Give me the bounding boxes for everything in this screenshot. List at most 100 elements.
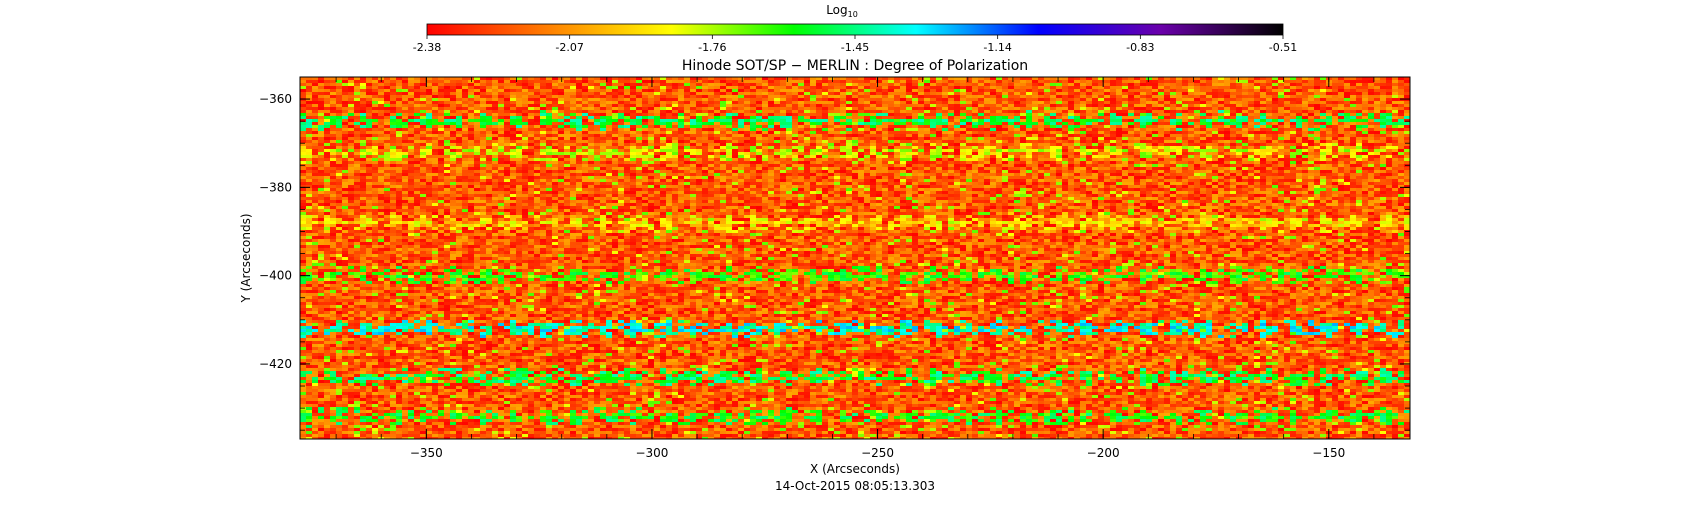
heatmap-cell — [444, 125, 451, 129]
heatmap-cell — [1344, 125, 1351, 129]
heatmap-cell — [1176, 80, 1183, 84]
heatmap-cell — [1014, 101, 1021, 105]
heatmap-cell — [996, 113, 1003, 117]
heatmap-cell — [882, 101, 889, 105]
heatmap-cell — [1188, 125, 1195, 129]
heatmap-cell — [1170, 92, 1177, 96]
heatmap-cell — [450, 140, 457, 144]
heatmap-cell — [330, 134, 337, 138]
heatmap-cell — [1344, 122, 1351, 126]
heatmap-cell — [1152, 125, 1159, 129]
heatmap-cell — [1296, 107, 1303, 111]
heatmap-cell — [924, 98, 931, 102]
heatmap-cell — [1272, 131, 1279, 135]
heatmap-cell — [780, 128, 787, 132]
heatmap-cell — [378, 131, 385, 135]
heatmap-cell — [708, 137, 715, 141]
heatmap-cell — [336, 146, 343, 150]
heatmap-cell — [918, 152, 925, 156]
heatmap-cell — [306, 92, 313, 96]
heatmap-cell — [738, 113, 745, 117]
heatmap-cell — [1188, 113, 1195, 117]
heatmap-cell — [798, 98, 805, 102]
heatmap-cell — [918, 119, 925, 123]
heatmap-cell — [378, 104, 385, 108]
heatmap-cell — [960, 86, 967, 90]
heatmap-cell — [348, 143, 355, 147]
heatmap-cell — [1122, 107, 1129, 111]
heatmap-cell — [444, 107, 451, 111]
heatmap-cell — [954, 98, 961, 102]
heatmap-cell — [1080, 92, 1087, 96]
heatmap-cell — [1254, 128, 1261, 132]
heatmap-cell — [1380, 122, 1387, 126]
heatmap-cell — [1404, 86, 1410, 90]
heatmap-cell — [564, 113, 571, 117]
heatmap-cell — [372, 128, 379, 132]
heatmap-cell — [984, 131, 991, 135]
heatmap-cell — [546, 116, 553, 120]
heatmap-cell — [414, 104, 421, 108]
heatmap-cell — [870, 146, 877, 150]
heatmap-cell — [1278, 110, 1285, 114]
heatmap-cell — [804, 86, 811, 90]
heatmap-cell — [1248, 134, 1255, 138]
heatmap-cell — [834, 110, 841, 114]
heatmap-cell — [1134, 155, 1141, 159]
heatmap-cell — [1134, 125, 1141, 129]
heatmap-cell — [618, 143, 625, 147]
heatmap-cell — [846, 89, 853, 93]
heatmap-cell — [318, 128, 325, 132]
heatmap-cell — [318, 131, 325, 135]
heatmap-cell — [348, 110, 355, 114]
heatmap-cell — [642, 122, 649, 126]
heatmap-cell — [888, 83, 895, 87]
plot-area — [299, 76, 1411, 440]
heatmap-cell — [1326, 104, 1333, 108]
heatmap-cell — [594, 110, 601, 114]
heatmap-cell — [612, 125, 619, 129]
heatmap-cell — [1014, 95, 1021, 99]
heatmap-cell — [1272, 104, 1279, 108]
heatmap-cell — [336, 83, 343, 87]
heatmap-cell — [1134, 140, 1141, 144]
heatmap-cell — [378, 113, 385, 117]
heatmap-cell — [804, 89, 811, 93]
heatmap-cell — [1386, 110, 1393, 114]
heatmap-cell — [1170, 143, 1177, 147]
heatmap-cell — [1302, 119, 1309, 123]
heatmap-cell — [372, 143, 379, 147]
heatmap-cell — [708, 86, 715, 90]
heatmap-cell — [498, 155, 505, 159]
heatmap-cell — [606, 134, 613, 138]
heatmap-cell — [1248, 113, 1255, 117]
heatmap-cell — [1296, 137, 1303, 141]
heatmap-cell — [408, 107, 415, 111]
heatmap-cell — [318, 155, 325, 159]
heatmap-cell — [420, 86, 427, 90]
heatmap-cell — [1398, 92, 1405, 96]
heatmap-cell — [474, 77, 481, 81]
heatmap-cell — [1056, 143, 1063, 147]
heatmap-cell — [924, 140, 931, 144]
heatmap-cell — [714, 89, 721, 93]
heatmap-cell — [1242, 143, 1249, 147]
heatmap-cell — [1296, 98, 1303, 102]
heatmap-cell — [930, 95, 937, 99]
heatmap-cell — [312, 152, 319, 156]
heatmap-cell — [1224, 107, 1231, 111]
heatmap-cell — [732, 128, 739, 132]
heatmap-cell — [384, 104, 391, 108]
heatmap-cell — [846, 80, 853, 84]
heatmap-cell — [1230, 131, 1237, 135]
heatmap-cell — [1344, 95, 1351, 99]
heatmap-cell — [384, 149, 391, 153]
heatmap-cell — [1188, 140, 1195, 144]
heatmap-cell — [1242, 89, 1249, 93]
heatmap-cell — [1050, 110, 1057, 114]
heatmap-cell — [1374, 149, 1381, 153]
heatmap-cell — [594, 98, 601, 102]
heatmap-cell — [330, 116, 337, 120]
heatmap-cell — [660, 83, 667, 87]
heatmap-cell — [924, 110, 931, 114]
